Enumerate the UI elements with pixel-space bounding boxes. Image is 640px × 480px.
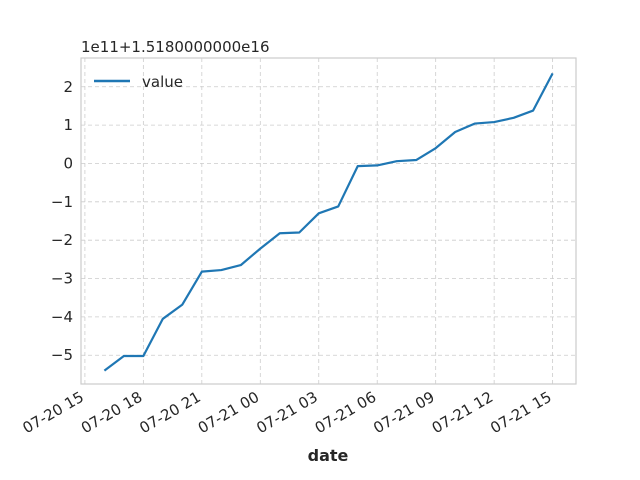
y-tick-label: −2: [51, 231, 73, 249]
y-tick-label: 0: [63, 154, 73, 172]
x-tick-label: 07-21 15: [487, 388, 554, 437]
plot-area-background: [81, 58, 576, 384]
x-axis-title: date: [308, 446, 349, 465]
x-tick-label: 07-20 21: [136, 388, 203, 437]
legend-label-value: value: [142, 73, 183, 91]
y-tick-label: −4: [51, 308, 73, 326]
series-line-value: [103, 72, 554, 372]
x-tick-label: 07-21 06: [312, 388, 379, 437]
x-tick-label: 07-20 15: [19, 388, 86, 437]
y-tick-label: 2: [63, 78, 73, 96]
series-layer: [103, 72, 554, 372]
x-tick-label: 07-21 03: [253, 388, 320, 437]
x-tick-label: 07-20 18: [78, 388, 145, 437]
x-tick-label: 07-21 00: [195, 388, 262, 437]
legend: value: [94, 73, 183, 91]
y-offset-label: 1e11+1.5180000000e16: [81, 38, 270, 56]
y-tick-labels: −5 −4 −3 −2 −1 0 1 2: [51, 78, 73, 364]
y-tick-label: −5: [51, 346, 73, 364]
y-tick-label: −1: [51, 193, 73, 211]
x-tick-label: 07-21 09: [370, 388, 437, 437]
plot-frame: [80, 57, 577, 385]
grid: [81, 58, 576, 384]
x-tick-label: 07-21 12: [429, 388, 496, 437]
y-tick-label: 1: [63, 116, 73, 134]
y-tick-label: −3: [51, 270, 73, 288]
